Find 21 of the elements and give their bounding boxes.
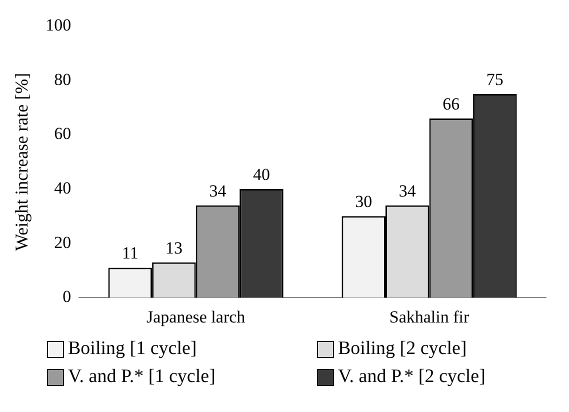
y-tick-label: 0 xyxy=(62,287,72,306)
data-label: 13 xyxy=(165,238,182,258)
y-axis-title: Weight increase rate [%] xyxy=(12,72,32,251)
data-label: 34 xyxy=(398,181,416,200)
legend-label: V. and P.* [1 cycle] xyxy=(68,366,216,388)
data-label: 30 xyxy=(355,192,372,212)
data-label: 66 xyxy=(442,94,460,114)
legend-label: V. and P.* [2 cycle] xyxy=(338,366,486,388)
legend-label: Boiling [1 cycle] xyxy=(68,338,197,360)
data-label: 34 xyxy=(209,181,227,200)
y-tick-label: 60 xyxy=(54,124,72,144)
x-tick-label: Sakhalin fir xyxy=(389,307,470,326)
x-tick-label: Japanese larch xyxy=(146,307,246,326)
y-tick-label: 40 xyxy=(54,178,72,198)
data-label: 11 xyxy=(122,244,138,263)
y-tick-label: 100 xyxy=(46,16,72,35)
data-label: 75 xyxy=(486,70,504,90)
legend-label: Boiling [2 cycle] xyxy=(338,338,467,360)
data-label: 40 xyxy=(252,165,270,184)
y-tick-label: 20 xyxy=(54,232,72,252)
y-tick-label: 80 xyxy=(54,70,72,89)
